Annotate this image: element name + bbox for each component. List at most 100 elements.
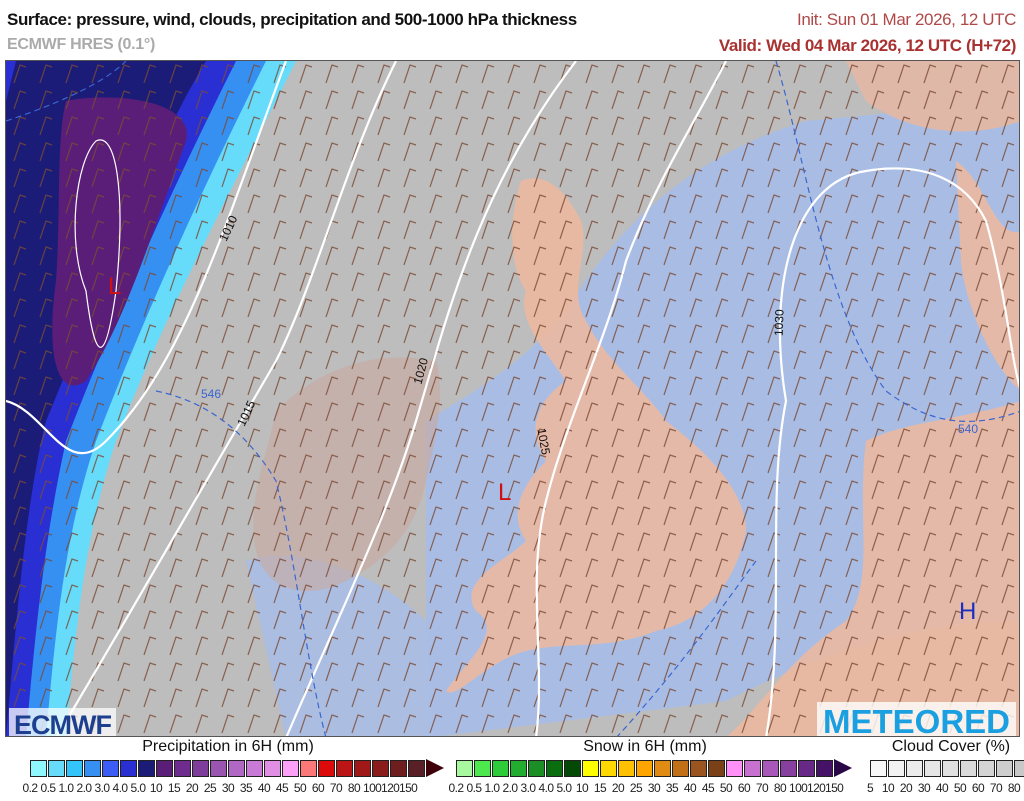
legend-label: 70 — [329, 781, 343, 795]
legend-swatch — [300, 759, 317, 777]
legend-swatch — [528, 759, 545, 777]
legend-swatch — [978, 759, 995, 777]
legend-label: 0.5 — [466, 781, 482, 795]
legend-swatch — [336, 759, 353, 777]
legend-label: 10 — [149, 781, 163, 795]
legend-swatch — [390, 759, 407, 777]
legend-swatch — [120, 759, 137, 777]
legend-swatch — [924, 759, 941, 777]
legend-label: 4.0 — [112, 781, 128, 795]
isobar-label: 1030 — [772, 309, 787, 336]
model-name: ECMWF HRES (0.1°) — [7, 36, 155, 53]
legend-swatch — [672, 759, 689, 777]
isobar-label: 1020 — [411, 356, 432, 386]
legend-swatch — [546, 759, 563, 777]
legend-label: 100 — [789, 781, 808, 795]
legend-label: 60 — [971, 781, 985, 795]
legend-swatch — [906, 759, 923, 777]
legend-label: 50 — [293, 781, 307, 795]
legend-swatch — [564, 759, 581, 777]
legend-swatch — [246, 759, 263, 777]
legend-label: 0.2 — [22, 781, 38, 795]
legend-labels: 0.2 0.5 1.0 2.0 3.0 4.0 5.0 10 15 20 25 30 35 40 45 50 6… — [447, 781, 852, 795]
legend-swatch — [264, 759, 281, 777]
legend-label: 30 — [221, 781, 235, 795]
legend-swatch — [888, 759, 905, 777]
legend-swatch — [48, 759, 65, 777]
precipitation-legend: Precipitation in 6H (mm) 0.2 0.5 1.0 2.0 3.0… — [23, 738, 444, 795]
legend-label: 60 — [311, 781, 325, 795]
legend-label: 40 — [257, 781, 271, 795]
legend-swatch — [708, 759, 725, 777]
legend-label: 35 — [239, 781, 253, 795]
wind-barbs — [6, 61, 1019, 736]
legend-swatch — [84, 759, 101, 777]
color-bar — [870, 758, 1024, 778]
legend-swatch — [816, 759, 833, 777]
legend-label: 1.0 — [58, 781, 74, 795]
legend-swatch — [636, 759, 653, 777]
legend-swatch — [744, 759, 761, 777]
legend-title: Precipitation in 6H (mm) — [142, 738, 314, 755]
legend-labels: 0.2 0.5 1.0 2.0 3.0 4.0 5.0 10 15 20 25 30 35 40 45 50 6… — [21, 781, 444, 795]
low-pressure-center: L — [108, 273, 121, 300]
legend-swatch — [1014, 759, 1024, 777]
legend-label: 80 — [347, 781, 361, 795]
legend-label: 1.0 — [484, 781, 500, 795]
legend-swatch — [726, 759, 743, 777]
valid-time: Valid: Wed 04 Mar 2026, 12 UTC (H+72) — [718, 36, 1017, 55]
legend-label: 10 — [881, 781, 895, 795]
legend-swatch — [510, 759, 527, 777]
legend-swatch — [960, 759, 977, 777]
snow-legend: Snow in 6H (mm) 0.2 0.5 1.0 2.0 3.0 4.0 5.0 10 1… — [449, 738, 852, 795]
legend-swatch — [228, 759, 245, 777]
legend-swatch — [102, 759, 119, 777]
legend-swatch — [282, 759, 299, 777]
color-bar — [456, 758, 852, 778]
map-title: Surface: pressure, wind, clouds, precipi… — [7, 10, 577, 29]
legend-swatch — [138, 759, 155, 777]
legend-label: 120 — [807, 781, 826, 795]
legend-swatch — [372, 759, 389, 777]
legend-label: 80 — [1007, 781, 1021, 795]
legend-label: 45 — [701, 781, 715, 795]
low-pressure-center: L — [498, 479, 511, 506]
legend-swatch — [600, 759, 617, 777]
legend-label: 15 — [593, 781, 607, 795]
legend-swatch — [798, 759, 815, 777]
legend-swatch — [762, 759, 779, 777]
legend-label: 100 — [363, 781, 382, 795]
legend-swatch — [30, 759, 47, 777]
legend-label: 3.0 — [520, 781, 536, 795]
legend-swatch — [870, 759, 887, 777]
legend-label: 5.0 — [556, 781, 572, 795]
weather-map[interactable]: 1010 1015 1020 1025 1030 546 540 L L H E… — [5, 60, 1020, 737]
init-time: Init: Sun 01 Mar 2026, 12 UTC — [797, 10, 1016, 29]
legend-label: 2.0 — [502, 781, 518, 795]
legend-label: 20 — [611, 781, 625, 795]
legend-label: 4.0 — [538, 781, 554, 795]
legend-swatch — [618, 759, 635, 777]
thickness-label: 540 — [958, 422, 978, 436]
legend-label: 80 — [773, 781, 787, 795]
legend-label: 70 — [755, 781, 769, 795]
legend-swatch — [408, 759, 425, 777]
cloud-cover-legend: Cloud Cover (%) 5102030405060708090 — [867, 738, 1024, 795]
legend-swatch — [492, 759, 509, 777]
legend-label: 30 — [647, 781, 661, 795]
map-canvas: 1010 1015 1020 1025 1030 546 540 L L H — [6, 61, 1019, 736]
legend-label: 10 — [575, 781, 589, 795]
legend-label: 25 — [629, 781, 643, 795]
legend-label: 0.2 — [448, 781, 464, 795]
meteored-logo: METEORED — [816, 702, 1016, 736]
legend-label: 20 — [185, 781, 199, 795]
thickness-lines — [6, 61, 1019, 736]
legend-swatch — [354, 759, 371, 777]
isobar-label: 1025 — [534, 427, 552, 456]
legend-label: 45 — [275, 781, 289, 795]
legend-label: 25 — [203, 781, 217, 795]
legend-arrow — [426, 759, 444, 777]
ecmwf-logo: ECMWF — [9, 708, 116, 736]
legend-swatch — [582, 759, 599, 777]
legend-label: 5.0 — [130, 781, 146, 795]
